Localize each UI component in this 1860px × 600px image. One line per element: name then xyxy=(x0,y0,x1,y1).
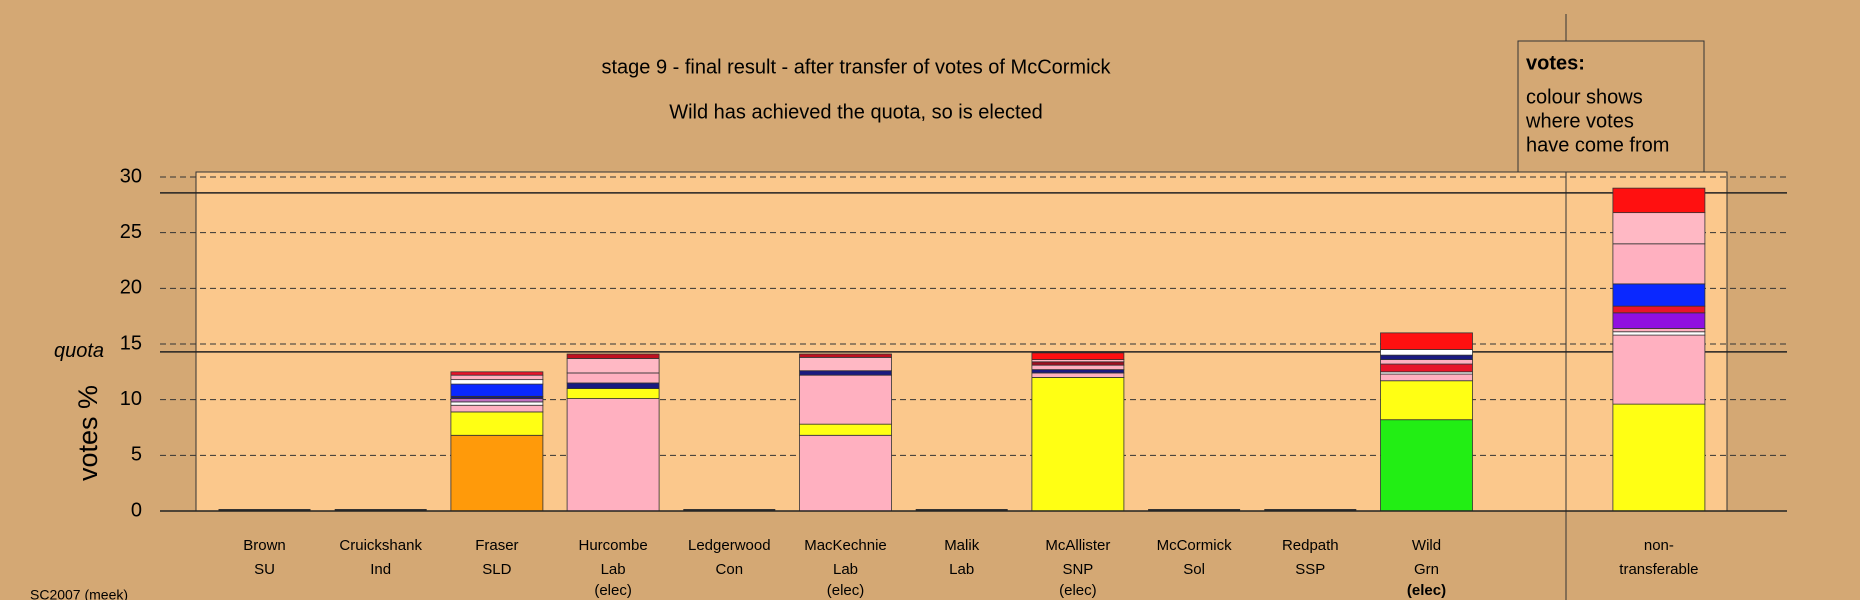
bar-segment xyxy=(1380,373,1473,382)
bar-segment xyxy=(1031,372,1125,378)
plot-inner xyxy=(195,171,1728,512)
bar-segment xyxy=(1612,312,1706,329)
y-tick-label: 0 xyxy=(131,499,142,521)
bar-segment xyxy=(1612,334,1706,405)
bar-segment xyxy=(1380,419,1473,512)
y-axis-label: votes % xyxy=(73,385,103,481)
bar-segment xyxy=(1380,332,1473,350)
bar-segment xyxy=(450,411,544,436)
y-tick-label: 30 xyxy=(120,165,142,187)
party-label: SNP xyxy=(1062,561,1093,578)
party-label: Con xyxy=(716,561,744,578)
x-tick-label: Brown xyxy=(243,537,286,554)
y-tick-label: 15 xyxy=(120,332,142,354)
bar-segment xyxy=(799,374,892,425)
bar-segment xyxy=(1031,352,1125,360)
y-tick-label: 10 xyxy=(120,388,142,410)
bar-segment xyxy=(566,353,660,359)
y-tick-label: 5 xyxy=(131,444,142,466)
bar-segment xyxy=(1380,354,1473,360)
party-label: SSP xyxy=(1295,561,1325,578)
x-tick-label: Malik xyxy=(944,537,980,554)
x-tick-label: Wild xyxy=(1412,537,1441,554)
party-label: Grn xyxy=(1414,561,1439,578)
x-tick-label: MacKechnie xyxy=(804,537,887,554)
party-label: Lab xyxy=(833,561,858,578)
bar-segment xyxy=(566,382,660,389)
bar-segment xyxy=(566,358,660,374)
bar-segment xyxy=(799,370,892,376)
bar-segment xyxy=(1612,331,1706,336)
bar-segment xyxy=(450,434,544,512)
x-tick-label: Redpath xyxy=(1282,537,1339,554)
x-tick-label: McCormick xyxy=(1157,537,1232,554)
bar-segment xyxy=(566,372,660,384)
bar-segment xyxy=(450,404,544,413)
bar-segment xyxy=(450,398,544,403)
legend-line: have come from xyxy=(1526,134,1669,156)
x-tick-label: Cruickshank xyxy=(339,537,422,554)
bar-segment xyxy=(450,371,544,376)
bar-segment xyxy=(1612,403,1706,512)
legend-line: colour shows xyxy=(1526,86,1643,108)
bar-segment xyxy=(1612,283,1706,307)
bar-segment xyxy=(1612,212,1706,245)
quota-label: quota xyxy=(54,340,104,362)
bar-segment xyxy=(450,401,544,406)
x-tick-label: McAllister xyxy=(1045,537,1110,554)
bar-segment xyxy=(1612,305,1706,314)
bar-segment xyxy=(1031,364,1125,371)
bar-segment xyxy=(1612,328,1706,333)
bar-segment xyxy=(1031,376,1125,512)
legend-heading: votes: xyxy=(1526,52,1585,74)
x-tick-label: non- xyxy=(1644,537,1674,554)
bar-segment xyxy=(1380,349,1473,356)
bar-segment xyxy=(566,398,660,512)
party-label: Lab xyxy=(601,561,626,578)
bar-segment xyxy=(450,383,544,397)
status-label: (elec) xyxy=(594,582,632,599)
x-tick-label: Fraser xyxy=(475,537,518,554)
footer: SC2007 (meek) xyxy=(30,587,128,600)
bar-segment xyxy=(799,434,892,512)
y-tick-label: 20 xyxy=(120,277,142,299)
legend-line: where votes xyxy=(1525,110,1634,132)
party-label: SLD xyxy=(482,561,511,578)
bar-segment xyxy=(566,388,660,399)
bar-segment xyxy=(799,423,892,436)
party-label: Sol xyxy=(1183,561,1205,578)
x-tick-label: Ledgerwood xyxy=(688,537,771,554)
status-label: (elec) xyxy=(1407,582,1446,599)
bar-segment xyxy=(1380,363,1473,373)
chart-title: stage 9 - final result - after transfer … xyxy=(601,56,1111,78)
legend-box xyxy=(1517,40,1705,173)
party-label: transferable xyxy=(1619,561,1698,578)
status-label: (elec) xyxy=(1059,582,1097,599)
bar-segment xyxy=(450,374,544,381)
bar-segment xyxy=(1612,243,1706,285)
bar-segment xyxy=(1031,361,1125,366)
party-label: SU xyxy=(254,561,275,578)
party-label: Lab xyxy=(949,561,974,578)
y-tick-label: 25 xyxy=(120,221,142,243)
bar-segment xyxy=(450,379,544,385)
bar-segment xyxy=(1612,187,1706,214)
chart-subtitle: Wild has achieved the quota, so is elect… xyxy=(669,101,1043,123)
status-label: (elec) xyxy=(827,582,865,599)
bar-segment xyxy=(799,353,892,358)
bar-segment xyxy=(1380,380,1473,421)
bar-segment xyxy=(1380,359,1473,365)
bar-segment xyxy=(1031,369,1125,374)
x-tick-label: Hurcombe xyxy=(578,537,647,554)
bar-segment xyxy=(799,356,892,372)
party-label: Ind xyxy=(370,561,391,578)
